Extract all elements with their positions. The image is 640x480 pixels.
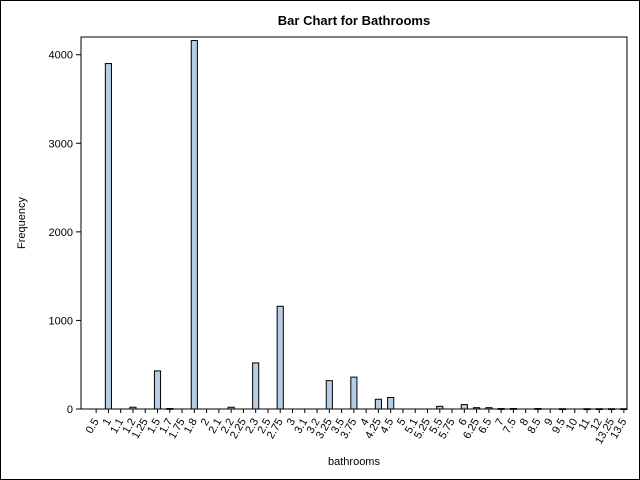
x-tick-label: 1.8 (182, 417, 200, 436)
bar-1 (104, 63, 112, 410)
y-axis: 0 1000 2000 3000 4000 (49, 50, 81, 416)
chart-title: Bar Chart for Bathrooms (278, 13, 430, 28)
plot-area (80, 36, 628, 410)
bars (104, 40, 628, 411)
x-tick-label: 4.5 (378, 417, 396, 436)
x-tick-label: 10 (564, 417, 581, 434)
x-tick-label: 7.5 (501, 417, 519, 436)
y-tick-label: 1000 (49, 315, 73, 327)
bar-3.75 (350, 376, 358, 410)
x-axis-label: bathrooms (328, 456, 380, 468)
x-axis: 0.511.11.21.251.51.71.751.822.12.22.252.… (84, 409, 629, 446)
bar-6.25 (473, 407, 481, 410)
bar-1.2 (129, 406, 137, 410)
x-tick-label: 11 (577, 417, 593, 433)
y-tick-label: 4000 (49, 50, 73, 62)
bar-6 (460, 404, 468, 410)
x-tick-label: 6.5 (476, 417, 494, 436)
y-tick-label: 3000 (49, 138, 73, 150)
x-tick-label: 8 (518, 417, 531, 428)
x-tick-label: 5 (395, 417, 408, 428)
bar-1.5 (153, 370, 162, 410)
x-tick-label: 8.5 (526, 417, 544, 436)
bar-1.8 (190, 40, 198, 410)
x-tick-label: 6 (456, 417, 469, 428)
bar-2.75 (276, 305, 284, 410)
bar-4.25 (374, 398, 382, 410)
y-axis-label: Frequency (16, 197, 28, 249)
x-tick-label: 12 (588, 417, 605, 434)
y-tick-label: 2000 (49, 227, 73, 239)
bar-2.2 (227, 406, 235, 410)
x-tick-label: 1 (101, 417, 114, 428)
bar-2.3 (252, 362, 260, 410)
x-tick-label: 3 (285, 417, 298, 428)
bar-6.5 (485, 407, 493, 410)
bar-4.5 (387, 396, 395, 410)
x-tick-label: 2 (199, 417, 212, 428)
y-tick-label: 0 (67, 404, 73, 416)
x-tick-label: 0.5 (84, 417, 102, 436)
bar-5.5 (436, 405, 444, 410)
bar-3.25 (325, 380, 333, 410)
x-tick-label: 7 (493, 417, 506, 428)
x-tick-label: 9 (542, 417, 555, 428)
x-tick-label: 4 (358, 417, 371, 428)
